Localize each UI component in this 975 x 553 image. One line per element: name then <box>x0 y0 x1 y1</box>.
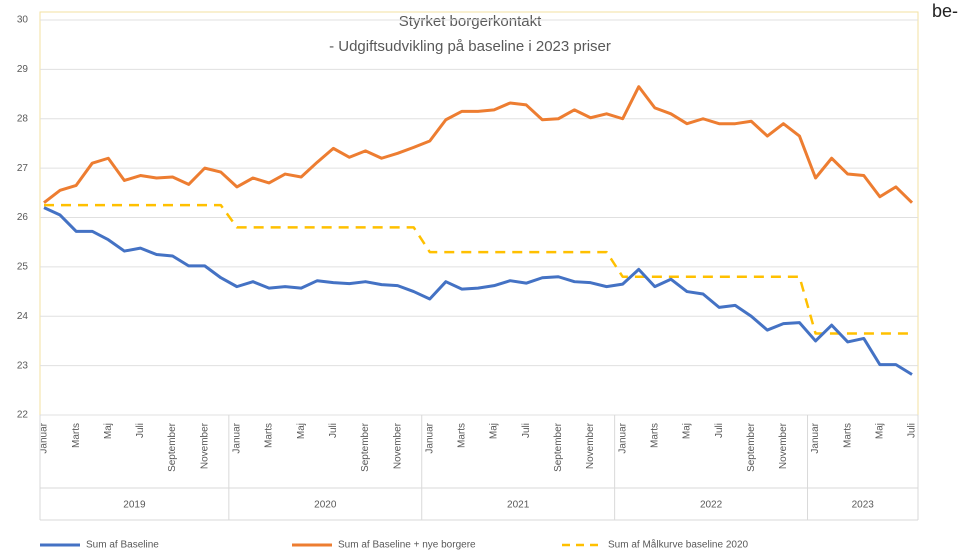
y-tick-label: 23 <box>17 360 29 371</box>
x-tick-label: Marts <box>457 423 468 448</box>
x-tick-label: Maj <box>682 423 693 439</box>
y-tick-label: 27 <box>17 163 29 174</box>
series-line <box>43 85 914 204</box>
group-label: 2023 <box>852 500 875 511</box>
series-line <box>43 206 913 376</box>
corner-text: be- <box>932 1 958 21</box>
x-tick-label: Maj <box>874 423 885 439</box>
y-tick-label: 24 <box>17 311 29 322</box>
x-tick-label: Januar <box>617 422 628 453</box>
x-tick-label: November <box>585 422 596 469</box>
y-tick-label: 29 <box>17 64 29 75</box>
x-tick-label: Marts <box>649 423 660 448</box>
x-tick-label: November <box>778 422 789 469</box>
y-tick-label: 25 <box>17 262 29 273</box>
x-tick-label: Juli <box>328 423 339 438</box>
x-tick-label: Juli <box>714 423 725 438</box>
group-label: 2021 <box>507 500 530 511</box>
y-tick-label: 30 <box>17 15 29 26</box>
x-tick-label: Januar <box>39 422 50 453</box>
x-tick-label: September <box>553 422 564 472</box>
x-tick-label: Juli <box>521 423 532 438</box>
x-tick-label: September <box>167 422 178 472</box>
chart-title: Styrket borgerkontakt <box>399 13 542 30</box>
chart-subtitle: - Udgiftsudvikling på baseline i 2023 pr… <box>329 38 611 55</box>
series-line <box>44 203 912 335</box>
x-tick-label: Maj <box>296 423 307 439</box>
x-tick-label: Januar <box>424 422 435 453</box>
x-tick-label: Juli <box>907 423 918 438</box>
y-tick-label: 22 <box>17 410 29 421</box>
plot-border <box>39 11 919 416</box>
group-label: 2022 <box>700 500 723 511</box>
group-label: 2020 <box>314 500 337 511</box>
x-tick-label: September <box>746 422 757 472</box>
y-tick-label: 28 <box>17 113 29 124</box>
y-tick-label: 26 <box>17 212 29 223</box>
legend-label: Sum af Målkurve baseline 2020 <box>608 539 749 551</box>
x-tick-label: Marts <box>842 423 853 448</box>
x-tick-label: November <box>199 422 210 469</box>
x-tick-label: Marts <box>264 423 275 448</box>
x-tick-label: Maj <box>489 423 500 439</box>
x-tick-label: Januar <box>810 422 821 453</box>
x-tick-label: September <box>360 422 371 472</box>
x-tick-label: November <box>392 422 403 469</box>
legend-label: Sum af Baseline <box>86 540 159 551</box>
legend-label: Sum af Baseline + nye borgere <box>338 540 476 551</box>
x-tick-label: Juli <box>135 423 146 438</box>
group-label: 2019 <box>123 500 146 511</box>
x-tick-label: Januar <box>232 422 243 453</box>
x-tick-label: Marts <box>71 423 82 448</box>
x-tick-label: Maj <box>103 423 114 439</box>
